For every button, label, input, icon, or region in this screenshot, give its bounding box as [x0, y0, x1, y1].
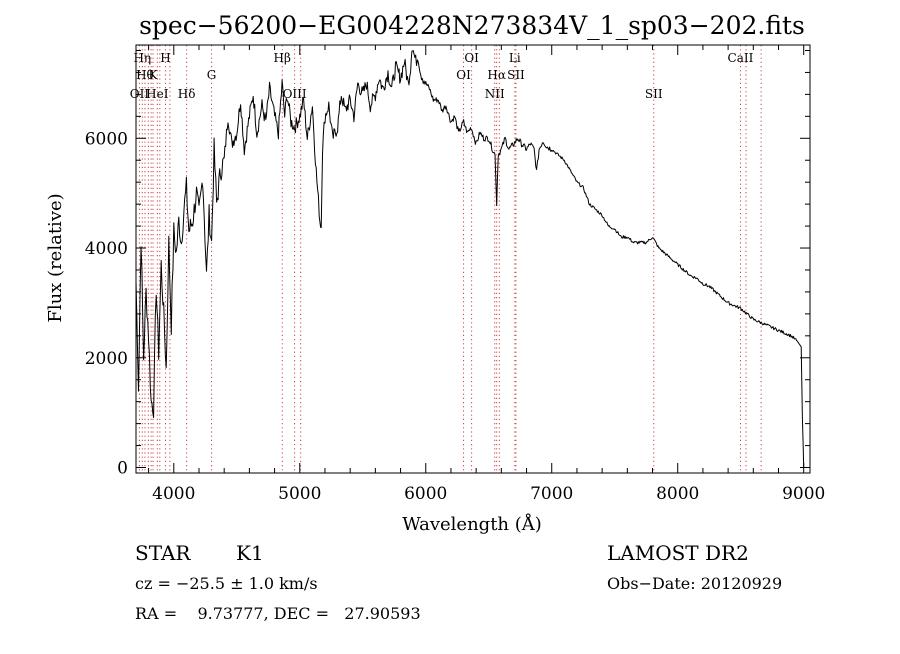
line-label: Hβ: [274, 51, 291, 65]
line-label: G: [207, 68, 217, 82]
x-tick-label: 8000: [656, 484, 699, 504]
line-label: HeI: [146, 87, 169, 101]
line-label: Hθ: [136, 68, 154, 82]
obs-date: Obs−Date: 20120929: [607, 574, 783, 593]
x-tick-label: 6000: [404, 484, 447, 504]
line-label: OIII: [283, 87, 307, 101]
y-tick-label: 6000: [85, 129, 128, 149]
x-tick-label: 4000: [152, 484, 195, 504]
series-line: [135, 50, 805, 468]
y-tick-label: 4000: [85, 239, 128, 259]
line-markers: [138, 45, 762, 473]
line-label: CaII: [728, 51, 754, 65]
line-label: Hη: [133, 51, 151, 65]
line-label: H: [160, 51, 170, 65]
redshift-cz: cz = −25.5 ± 1.0 km/s: [135, 574, 318, 593]
line-label: NII: [485, 87, 505, 101]
line-label: K: [149, 68, 159, 82]
line-label: Hα: [487, 68, 506, 82]
line-label: Hδ: [178, 87, 196, 101]
line-label: OII: [130, 87, 150, 101]
x-tick-label: 9000: [782, 484, 825, 504]
series-group: [135, 50, 805, 468]
ra-dec: RA = 9.73777, DEC = 27.90593: [135, 604, 421, 623]
object-subclass: K1: [236, 541, 264, 565]
line-label: SII: [507, 68, 525, 82]
plot-frame: [135, 44, 811, 474]
object-class: STAR: [135, 541, 191, 565]
line-label: SII: [645, 87, 663, 101]
line-label: Li: [509, 51, 521, 65]
y-axis-label: Flux (relative): [45, 193, 66, 322]
x-tick-label: 5000: [278, 484, 321, 504]
axes: 4000 5000 6000 7000 8000 9000 0 2000 4000 6000: [85, 44, 825, 504]
line-label: OI: [456, 68, 471, 82]
y-tick-label: 0: [117, 459, 128, 479]
x-tick-label: 7000: [530, 484, 573, 504]
chart-title: spec−56200−EG004228N273834V_1_sp03−202.f…: [139, 11, 805, 40]
y-tick-label: 2000: [85, 349, 128, 369]
survey-name: LAMOST DR2: [607, 541, 749, 565]
line-label: OI: [464, 51, 479, 65]
x-axis-label: Wavelength (Å): [402, 513, 542, 535]
